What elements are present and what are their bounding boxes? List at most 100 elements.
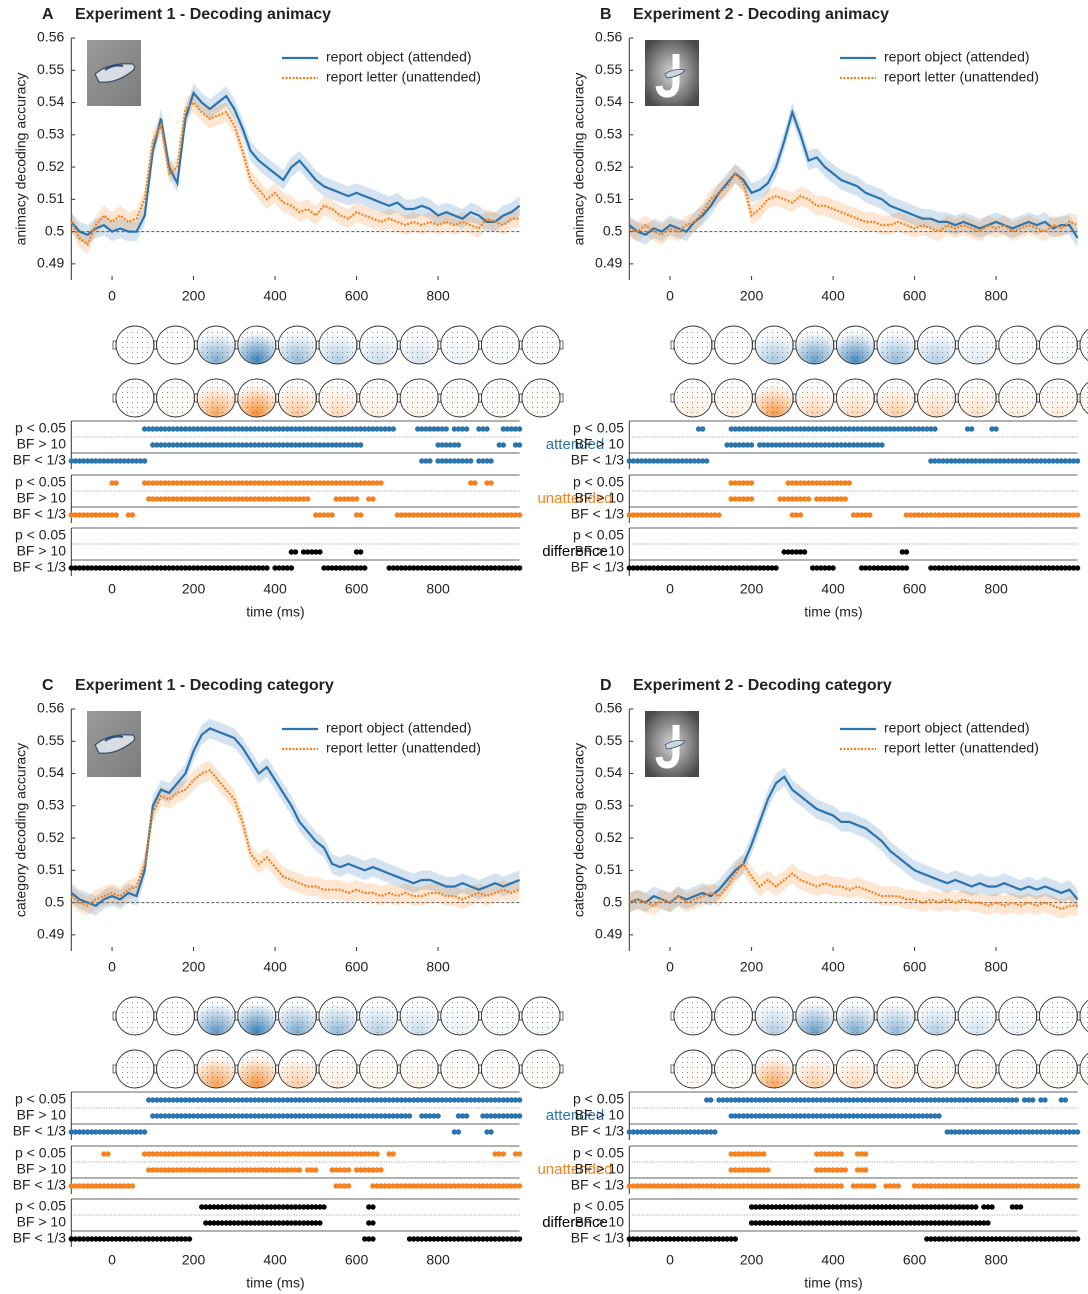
dot	[296, 1151, 303, 1157]
dot	[480, 1113, 486, 1119]
dot	[313, 1220, 319, 1226]
dot	[993, 426, 999, 432]
dot	[154, 426, 160, 432]
dot	[1009, 1204, 1016, 1210]
dot	[809, 1097, 816, 1103]
dot	[936, 1220, 942, 1226]
dot	[752, 1151, 759, 1157]
dot	[496, 1097, 502, 1103]
dot	[728, 1183, 734, 1189]
dot	[695, 565, 702, 571]
dot	[325, 1097, 331, 1103]
dot	[215, 1097, 221, 1103]
dot	[752, 1167, 759, 1173]
dot	[883, 1183, 889, 1189]
dot	[793, 442, 800, 448]
dot	[842, 496, 848, 502]
dot	[394, 512, 401, 518]
dot	[801, 496, 808, 502]
dot	[357, 1167, 364, 1173]
x-tick-label: 200	[740, 581, 764, 597]
dot	[313, 1113, 319, 1119]
dot	[720, 1236, 726, 1242]
y-tick-label: 0.49	[37, 926, 64, 942]
dot	[724, 442, 730, 448]
dot	[467, 480, 474, 486]
dot	[435, 1183, 441, 1189]
dot	[867, 442, 873, 448]
dot	[349, 480, 356, 486]
dot	[349, 426, 356, 432]
dot	[93, 1236, 99, 1242]
topo-outline	[156, 1049, 196, 1089]
dot	[186, 1113, 193, 1119]
dot	[207, 565, 213, 571]
dot	[928, 1097, 934, 1103]
topo-electrodes	[1082, 385, 1088, 411]
dot	[956, 1097, 963, 1103]
dot	[431, 1113, 437, 1119]
dot	[716, 1183, 722, 1189]
dot	[97, 1183, 103, 1189]
dot	[638, 512, 645, 518]
significant-interval	[451, 426, 470, 432]
dot	[646, 1129, 653, 1135]
dot	[769, 426, 775, 432]
dot	[268, 426, 274, 432]
dot	[716, 565, 722, 571]
dot	[891, 1204, 897, 1210]
dot	[292, 549, 299, 555]
dot	[989, 1204, 995, 1210]
dot	[484, 426, 490, 432]
dot	[288, 442, 295, 448]
dot	[329, 512, 335, 518]
dot	[394, 1113, 401, 1119]
dot	[769, 442, 775, 448]
dot	[822, 1167, 828, 1173]
dot	[345, 442, 352, 448]
topo-electrodes	[280, 999, 315, 1033]
dot	[97, 1236, 103, 1242]
dot	[879, 565, 885, 571]
dot	[227, 496, 233, 502]
dot	[809, 442, 816, 448]
dot	[300, 1097, 307, 1103]
dot	[109, 512, 115, 518]
dot	[190, 565, 197, 571]
topo-electrodes	[960, 999, 995, 1033]
dot	[276, 496, 282, 502]
dot	[683, 512, 690, 518]
dot	[846, 1204, 853, 1210]
dot	[932, 1097, 938, 1103]
y-tick-label: 0.49	[37, 255, 64, 271]
dot	[378, 1113, 384, 1119]
dot	[809, 1220, 816, 1226]
dot	[186, 1097, 193, 1103]
topo-electrodes	[483, 381, 518, 415]
significant-interval	[146, 1167, 303, 1173]
dot	[936, 1097, 942, 1103]
dot	[133, 1129, 140, 1135]
dot	[1013, 1236, 1020, 1242]
dot	[402, 512, 409, 518]
dot	[374, 1183, 380, 1189]
dot	[178, 1167, 185, 1173]
dot	[1066, 565, 1073, 571]
dot	[304, 480, 311, 486]
dot	[492, 1113, 498, 1119]
topo-outline	[998, 378, 1038, 418]
x-tick-label: 200	[182, 959, 206, 975]
dot	[785, 496, 791, 502]
dot	[129, 565, 136, 571]
dot	[121, 1236, 127, 1242]
dot	[895, 426, 901, 432]
dot	[419, 512, 425, 518]
dot	[732, 1167, 738, 1173]
dot	[374, 1097, 380, 1103]
dot	[264, 1167, 270, 1173]
dot	[1005, 1129, 1012, 1135]
dot	[190, 442, 197, 448]
dot	[256, 1097, 262, 1103]
dot	[496, 565, 502, 571]
dot	[455, 565, 462, 571]
